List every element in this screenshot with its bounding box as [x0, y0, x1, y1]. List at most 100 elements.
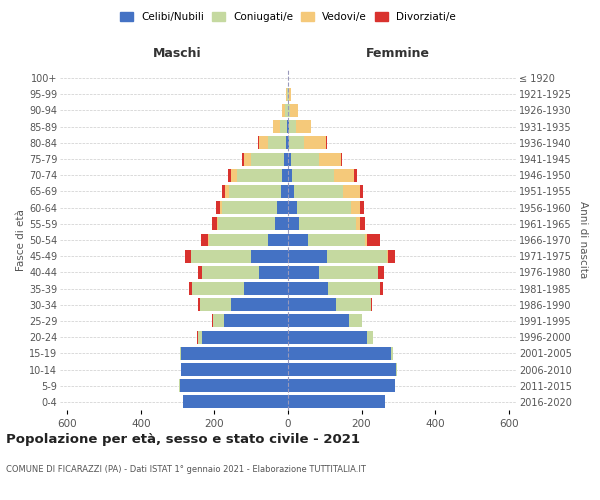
Bar [367, 234, 380, 246]
Bar [286, 88, 287, 101]
Bar [304, 136, 326, 149]
Bar [275, 218, 288, 230]
Bar [288, 379, 395, 392]
Bar [268, 136, 286, 149]
Bar [215, 201, 220, 214]
Bar [387, 250, 388, 262]
Bar [288, 298, 336, 311]
Bar [288, 266, 319, 279]
Bar [284, 104, 287, 117]
Bar [380, 282, 383, 295]
Bar [198, 266, 202, 279]
Text: Femmine: Femmine [367, 48, 430, 60]
Y-axis label: Anni di nascita: Anni di nascita [578, 202, 589, 278]
Bar [236, 169, 283, 181]
Bar [251, 250, 288, 262]
Bar [200, 298, 231, 311]
Bar [288, 201, 297, 214]
Bar [288, 250, 326, 262]
Bar [296, 120, 311, 133]
Bar [360, 218, 365, 230]
Bar [328, 282, 380, 295]
Bar [259, 136, 268, 149]
Bar [191, 250, 251, 262]
Bar [222, 185, 226, 198]
Text: COMUNE DI FICARAZZI (PA) - Dati ISTAT 1° gennaio 2021 - Elaborazione TUTTITALIA.: COMUNE DI FICARAZZI (PA) - Dati ISTAT 1°… [6, 466, 366, 474]
Bar [183, 396, 288, 408]
Bar [356, 218, 360, 230]
Bar [297, 201, 350, 214]
Bar [288, 330, 367, 344]
Bar [181, 347, 288, 360]
Bar [185, 250, 191, 262]
Bar [212, 314, 224, 328]
Bar [198, 298, 200, 311]
Bar [288, 363, 397, 376]
Bar [180, 347, 181, 360]
Bar [244, 282, 288, 295]
Bar [289, 88, 290, 101]
Bar [272, 120, 280, 133]
Bar [288, 314, 349, 328]
Bar [212, 218, 217, 230]
Bar [193, 282, 244, 295]
Bar [288, 218, 299, 230]
Bar [280, 120, 287, 133]
Bar [259, 266, 288, 279]
Bar [365, 234, 367, 246]
Bar [251, 152, 284, 166]
Bar [277, 201, 288, 214]
Bar [226, 185, 229, 198]
Bar [288, 347, 391, 360]
Bar [371, 298, 372, 311]
Bar [179, 379, 288, 392]
Bar [202, 266, 259, 279]
Bar [286, 136, 288, 149]
Text: Popolazione per età, sesso e stato civile - 2021: Popolazione per età, sesso e stato civil… [6, 432, 360, 446]
Bar [349, 314, 362, 328]
Bar [217, 218, 218, 230]
Y-axis label: Fasce di età: Fasce di età [16, 209, 26, 271]
Bar [220, 201, 222, 214]
Bar [231, 169, 236, 181]
Bar [284, 152, 288, 166]
Bar [218, 218, 275, 230]
Bar [282, 104, 284, 117]
Bar [242, 152, 244, 166]
Bar [292, 169, 334, 181]
Bar [319, 266, 378, 279]
Bar [308, 234, 365, 246]
Bar [281, 185, 288, 198]
Bar [290, 104, 298, 117]
Bar [287, 120, 288, 133]
Bar [367, 330, 373, 344]
Bar [289, 136, 304, 149]
Bar [360, 185, 364, 198]
Bar [326, 136, 327, 149]
Bar [268, 234, 288, 246]
Bar [291, 152, 319, 166]
Bar [334, 169, 354, 181]
Bar [326, 250, 387, 262]
Bar [288, 136, 289, 149]
Bar [224, 314, 288, 328]
Bar [190, 282, 193, 295]
Bar [293, 185, 343, 198]
Bar [388, 250, 395, 262]
Bar [299, 218, 356, 230]
Bar [288, 282, 328, 295]
Bar [197, 330, 198, 344]
Bar [341, 152, 343, 166]
Bar [198, 330, 202, 344]
Bar [231, 298, 288, 311]
Legend: Celibi/Nubili, Coniugati/e, Vedovi/e, Divorziati/e: Celibi/Nubili, Coniugati/e, Vedovi/e, Di… [118, 10, 458, 24]
Bar [354, 169, 357, 181]
Bar [379, 266, 384, 279]
Bar [289, 104, 290, 117]
Bar [201, 234, 208, 246]
Bar [229, 185, 281, 198]
Bar [289, 120, 296, 133]
Bar [288, 152, 291, 166]
Bar [258, 136, 259, 149]
Bar [228, 169, 231, 181]
